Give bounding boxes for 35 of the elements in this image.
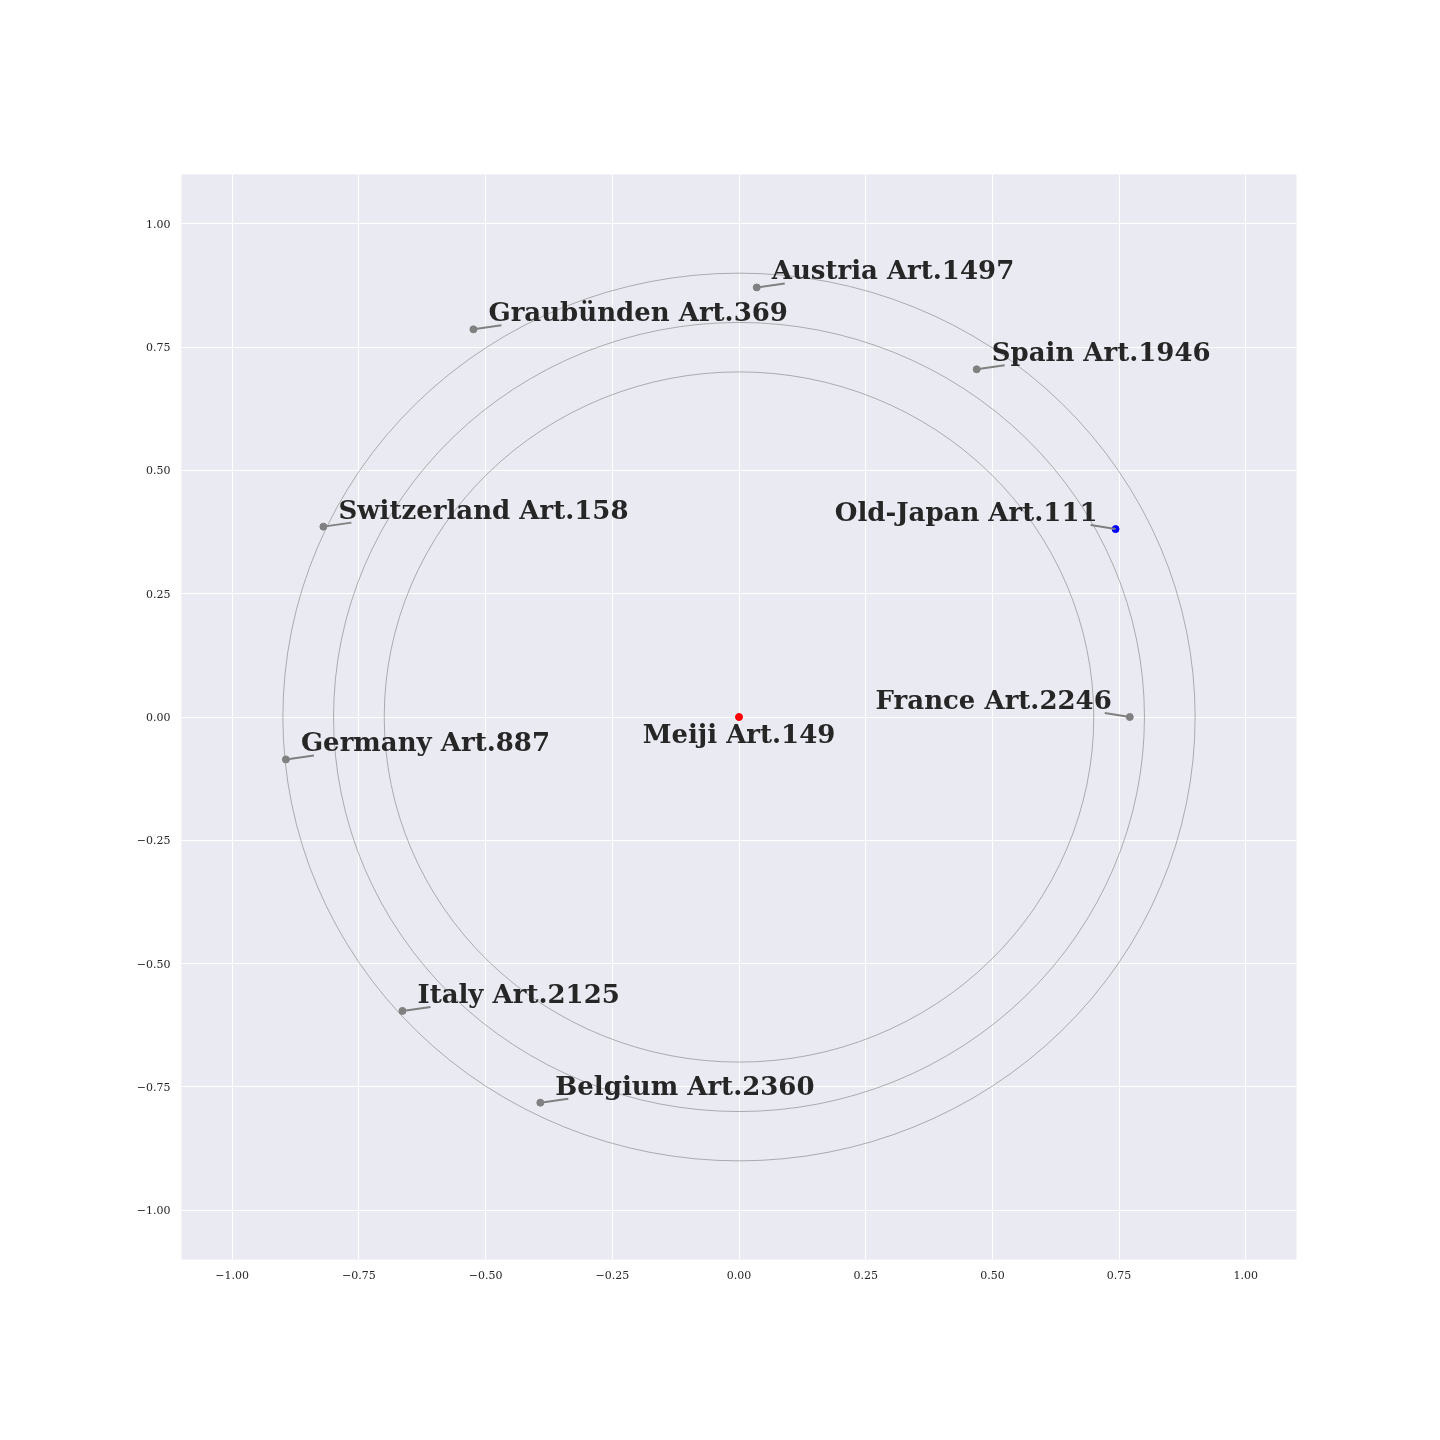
point bbox=[281, 755, 290, 764]
x-tick-label: 0.25 bbox=[853, 1268, 878, 1282]
x-tick-label: −0.25 bbox=[595, 1268, 630, 1282]
annotation: Belgium Art.2360 bbox=[555, 1070, 815, 1101]
point bbox=[752, 283, 761, 292]
x-tick-label: 1.00 bbox=[1233, 1268, 1259, 1282]
annotation: Meiji Art.149 bbox=[642, 719, 836, 749]
point bbox=[398, 1006, 407, 1015]
x-tick-label: 0.00 bbox=[726, 1268, 752, 1282]
annotation: Italy Art.2125 bbox=[417, 978, 620, 1009]
point bbox=[319, 522, 328, 531]
y-tick-label: 0.75 bbox=[146, 341, 171, 355]
x-tick-label: −0.75 bbox=[342, 1268, 376, 1282]
annotation: Austria Art.1497 bbox=[770, 255, 1015, 286]
y-tick-label: −0.50 bbox=[136, 957, 171, 971]
y-tick-label: 0.50 bbox=[146, 464, 171, 478]
annotation: Spain Art.1946 bbox=[991, 337, 1211, 368]
y-tick-label: −0.25 bbox=[136, 834, 171, 848]
y-tick-label: −1.00 bbox=[136, 1204, 171, 1218]
x-tick-label: −0.50 bbox=[468, 1268, 503, 1282]
point bbox=[469, 325, 478, 334]
y-tick-label: 1.00 bbox=[146, 217, 171, 231]
annotation: France Art.2246 bbox=[875, 685, 1112, 715]
point bbox=[972, 365, 981, 374]
y-tick-label: 0.25 bbox=[146, 587, 171, 601]
y-tick-label: 0.00 bbox=[146, 711, 171, 724]
annotation: Germany Art.887 bbox=[300, 727, 550, 758]
annotation: Graubünden Art.369 bbox=[488, 297, 788, 328]
x-tick-label: −1.00 bbox=[215, 1268, 250, 1282]
x-tick-label: 0.75 bbox=[1106, 1268, 1132, 1282]
y-tick-label: −0.75 bbox=[136, 1080, 171, 1094]
annotation: Switzerland Art.158 bbox=[338, 494, 629, 525]
annotation: Old-Japan Art.111 bbox=[834, 497, 1098, 528]
x-tick-label: 0.50 bbox=[980, 1268, 1005, 1282]
point bbox=[1125, 713, 1134, 721]
